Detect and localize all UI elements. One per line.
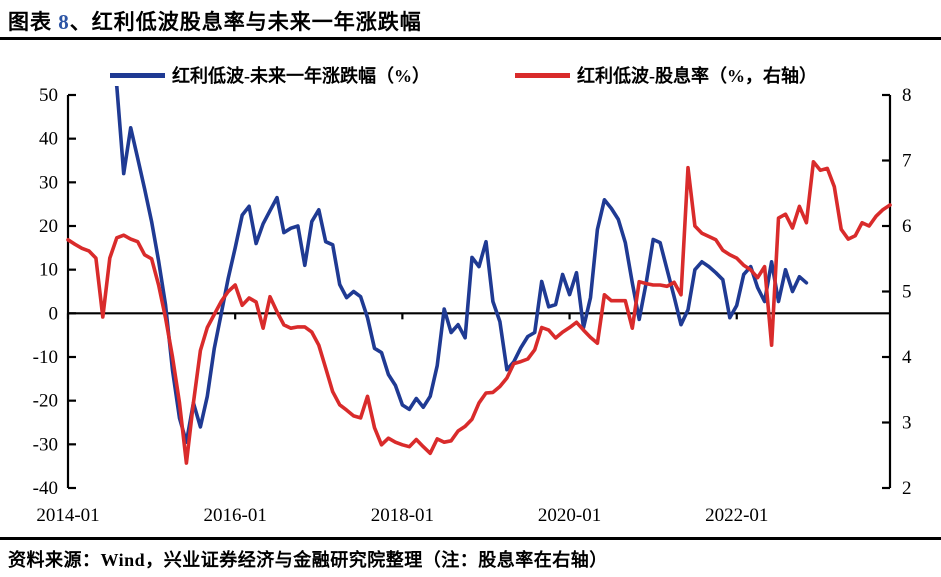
y-axis-right-label: 4	[902, 347, 912, 368]
title-prefix: 图表	[8, 10, 59, 34]
title-text: 、红利低波股息率与未来一年涨跌幅	[69, 10, 422, 34]
legend-label: 红利低波-未来一年涨跌幅（%）	[172, 66, 430, 86]
y-axis-right-label: 7	[902, 151, 912, 172]
y-axis-left-label: 0	[49, 303, 59, 324]
y-axis-right-label: 3	[902, 413, 912, 434]
legend-label: 红利低波-股息率（%，右轴）	[577, 66, 817, 86]
page-title: 图表 8、红利低波股息率与未来一年涨跌幅	[8, 6, 422, 36]
y-axis-left-label: 50	[39, 85, 58, 106]
y-axis-left-label: 20	[39, 216, 58, 237]
y-axis-left-label: 10	[39, 260, 58, 281]
series-line-dividend-yield	[66, 160, 892, 465]
chart-legend: 红利低波-未来一年涨跌幅（%） 红利低波-股息率（%，右轴）	[0, 63, 941, 87]
source-note: 资料来源：Wind，兴业证券经济与金融研究院整理（注：股息率在右轴）	[8, 550, 608, 570]
x-axis-label: 2016-01	[204, 505, 267, 526]
x-axis-label: 2018-01	[371, 505, 434, 526]
x-axis-label: 2014-01	[36, 505, 99, 526]
y-axis-left-label: -30	[33, 434, 58, 455]
y-axis-right-label: 6	[902, 216, 912, 237]
figure-number: 8	[58, 10, 70, 34]
legend-item-dividend-yield: 红利低波-股息率（%，右轴）	[515, 63, 817, 87]
y-axis-left-label: -10	[33, 347, 58, 368]
y-axis-left-label: -40	[33, 478, 58, 499]
y-axis-left-label: 30	[39, 172, 58, 193]
legend-line-swatch-blue	[110, 72, 165, 78]
title-divider	[0, 37, 941, 40]
series-line-future-return	[114, 86, 809, 444]
legend-item-future-return: 红利低波-未来一年涨跌幅（%）	[110, 63, 430, 87]
y-axis-right-label: 5	[902, 282, 912, 303]
y-axis-left-label: 40	[39, 129, 58, 150]
y-axis-right-label: 2	[902, 478, 912, 499]
legend-line-swatch-red	[515, 72, 570, 78]
x-axis-label: 2020-01	[538, 505, 601, 526]
x-axis-label: 2022-01	[705, 505, 768, 526]
y-axis-left-label: -20	[33, 391, 58, 412]
y-axis-right-label: 8	[902, 85, 912, 106]
footer-divider	[0, 537, 941, 540]
